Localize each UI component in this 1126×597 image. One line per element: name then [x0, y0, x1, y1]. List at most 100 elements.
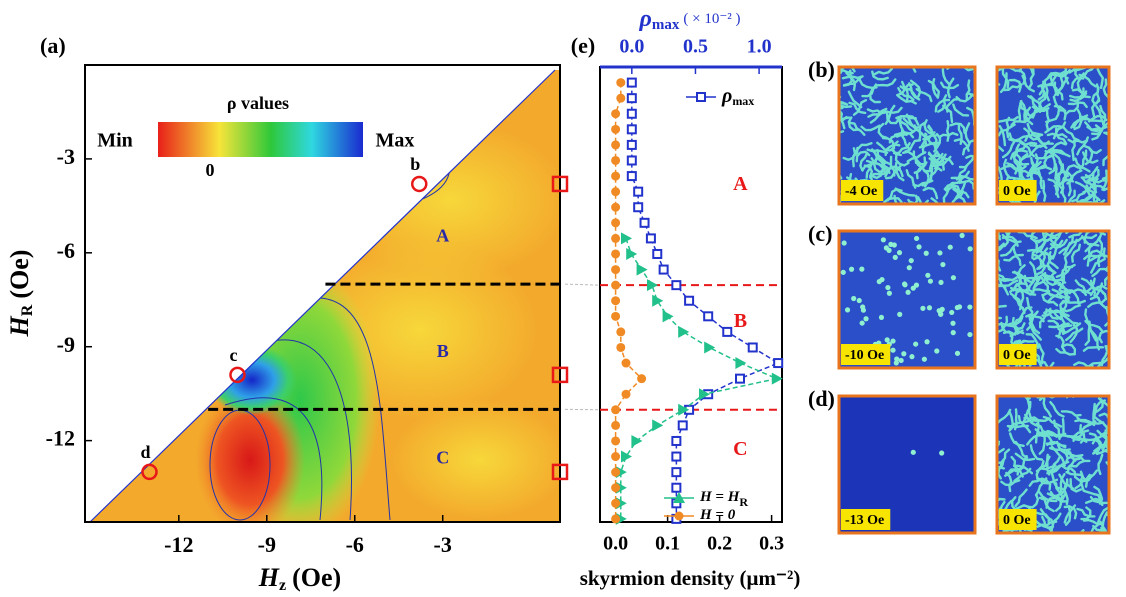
domain-stripe [1102, 78, 1109, 99]
domain-stripe [1089, 495, 1109, 505]
state-label: d [140, 442, 150, 462]
domain-stripe [942, 104, 954, 124]
domain-stripe [858, 78, 878, 89]
domain-stripe [1071, 88, 1091, 99]
domain-stripe [903, 194, 919, 204]
domain-stripe [912, 179, 934, 188]
domain-stripe [1101, 169, 1108, 191]
domain-stripe [1005, 471, 1013, 493]
domain-stripe [1049, 231, 1061, 247]
domain-stripe [1010, 176, 1033, 182]
legend-marker [696, 92, 706, 102]
domain-stripe [1052, 121, 1067, 140]
domain-stripe [1091, 86, 1100, 106]
domain-stripe [1065, 289, 1080, 305]
data-point [611, 109, 621, 119]
domain-stripe [1097, 453, 1104, 476]
domain-stripe [882, 106, 903, 114]
domain-stripe [1059, 473, 1066, 495]
domain-stripe [1014, 488, 1028, 507]
data-point [699, 388, 710, 401]
domain-stripe [1041, 247, 1049, 268]
domain-stripe [1074, 181, 1092, 197]
domain-stripe [1003, 253, 1024, 262]
data-point [662, 310, 674, 323]
domain-stripe [1013, 504, 1033, 513]
skyrmion [851, 295, 857, 302]
domain-stripe [1080, 506, 1092, 521]
domain-stripe [907, 67, 917, 73]
domain-stripe [1013, 408, 1018, 431]
domain-stripe [1096, 68, 1104, 89]
domain-stripe [1042, 397, 1052, 418]
domain-stripe [1047, 455, 1062, 473]
domain-stripe [1064, 299, 1086, 304]
data-point [626, 171, 637, 182]
colorbar-max: Max [376, 130, 415, 152]
domain-stripe [1017, 99, 1023, 122]
domain-stripe [847, 90, 863, 109]
x-tick-label: 0.1 [655, 533, 680, 555]
domain-stripe [1071, 396, 1075, 398]
domain-stripe [1092, 402, 1096, 426]
data-point [626, 124, 637, 135]
skyrmion [879, 276, 885, 283]
skyrmion [890, 338, 896, 344]
domain-stripe [997, 242, 1005, 251]
domain-stripe [1087, 358, 1109, 368]
domain-stripe [1064, 451, 1086, 462]
domain-stripe [881, 136, 896, 152]
data-point [611, 311, 621, 321]
domain-stripe [1010, 117, 1030, 127]
skyrmion [860, 307, 867, 313]
domain-stripe [1092, 524, 1108, 533]
domain-stripe [1047, 319, 1064, 333]
skyrmion [959, 232, 965, 239]
domain-stripe [1050, 472, 1064, 491]
state-label: b [410, 154, 420, 174]
domain-stripe [1041, 273, 1059, 287]
colorbar-min: Min [97, 130, 133, 152]
state-marker [411, 175, 428, 193]
data-point [611, 155, 621, 165]
skyrmion [863, 316, 869, 322]
domain-stripe [997, 256, 1002, 272]
domain-stripe [871, 148, 886, 167]
domain-stripe [997, 507, 1002, 526]
y-tick-label: -12 [46, 426, 75, 451]
domain-stripe [1096, 429, 1109, 443]
domain-stripe [927, 125, 938, 146]
data-point [626, 247, 638, 260]
domain-stripe [1100, 526, 1106, 533]
y-tick-label: -9 [57, 332, 75, 357]
domain-stripe [1073, 361, 1094, 368]
y-axis-label: HR (Oe) [5, 250, 36, 338]
domain-stripe [1042, 80, 1050, 102]
x-axis-label-part: H [258, 563, 280, 592]
skyrmion [902, 282, 908, 288]
image-caption: -13 Oe [845, 513, 884, 528]
skyrmion [880, 237, 886, 243]
skyrmion [954, 350, 961, 356]
edge-marker [551, 175, 569, 193]
skyrmion [898, 357, 904, 364]
domain-stripe [1009, 149, 1028, 160]
domain-stripe [1064, 100, 1080, 116]
domain-stripe [1050, 512, 1062, 533]
domain-stripe [871, 70, 889, 81]
micrograph-content [997, 67, 1109, 204]
domain-stripe [1001, 274, 1023, 282]
domain-stripe [839, 103, 853, 109]
domain-stripe [1102, 185, 1109, 192]
domain-stripe [1038, 396, 1047, 402]
skyrmion [892, 254, 898, 260]
domain-stripe [1059, 447, 1077, 462]
domain-stripe [1030, 159, 1043, 180]
skyrmion [859, 320, 865, 326]
domain-stripe [1034, 511, 1050, 525]
domain-stripe [1101, 511, 1109, 533]
domain-stripe [868, 88, 881, 104]
domain-stripe [1001, 235, 1019, 247]
domain-stripe [1002, 83, 1023, 92]
domain-stripe [1026, 122, 1044, 136]
